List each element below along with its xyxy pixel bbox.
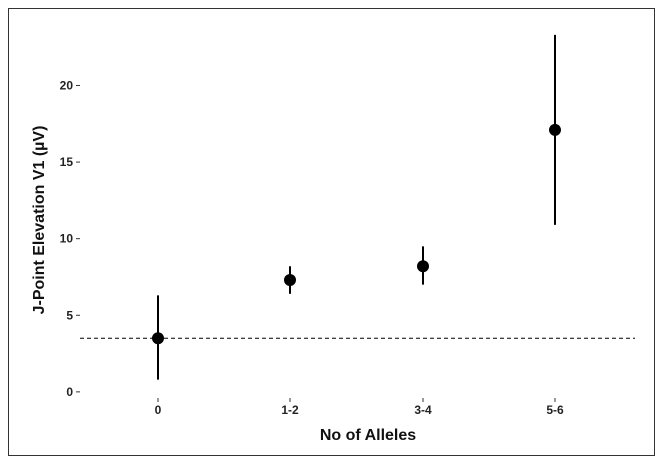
y-tick-label: 20	[60, 78, 74, 92]
x-axis: 0 1-2 3-4 5-6	[155, 398, 564, 417]
y-axis-title: J-Point Elevation V1 (µV)	[31, 126, 48, 315]
y-tick-label: 10	[60, 232, 74, 246]
x-tick-label: 3-4	[414, 403, 432, 417]
x-tick-label: 5-6	[546, 403, 564, 417]
data-point	[549, 123, 561, 136]
x-axis-title: No of Alleles	[320, 427, 416, 444]
data-point	[417, 260, 429, 273]
data-layer	[152, 34, 561, 380]
y-tick-label: 0	[66, 385, 73, 399]
data-point	[284, 274, 296, 287]
y-tick-label: 15	[60, 155, 74, 169]
plot-frame	[8, 8, 655, 456]
x-tick-label: 0	[155, 403, 162, 417]
x-tick-label: 1-2	[281, 403, 299, 417]
y-axis: 0 5 10 15 20	[60, 78, 80, 399]
data-point	[152, 332, 164, 345]
y-tick-label: 5	[66, 308, 73, 322]
